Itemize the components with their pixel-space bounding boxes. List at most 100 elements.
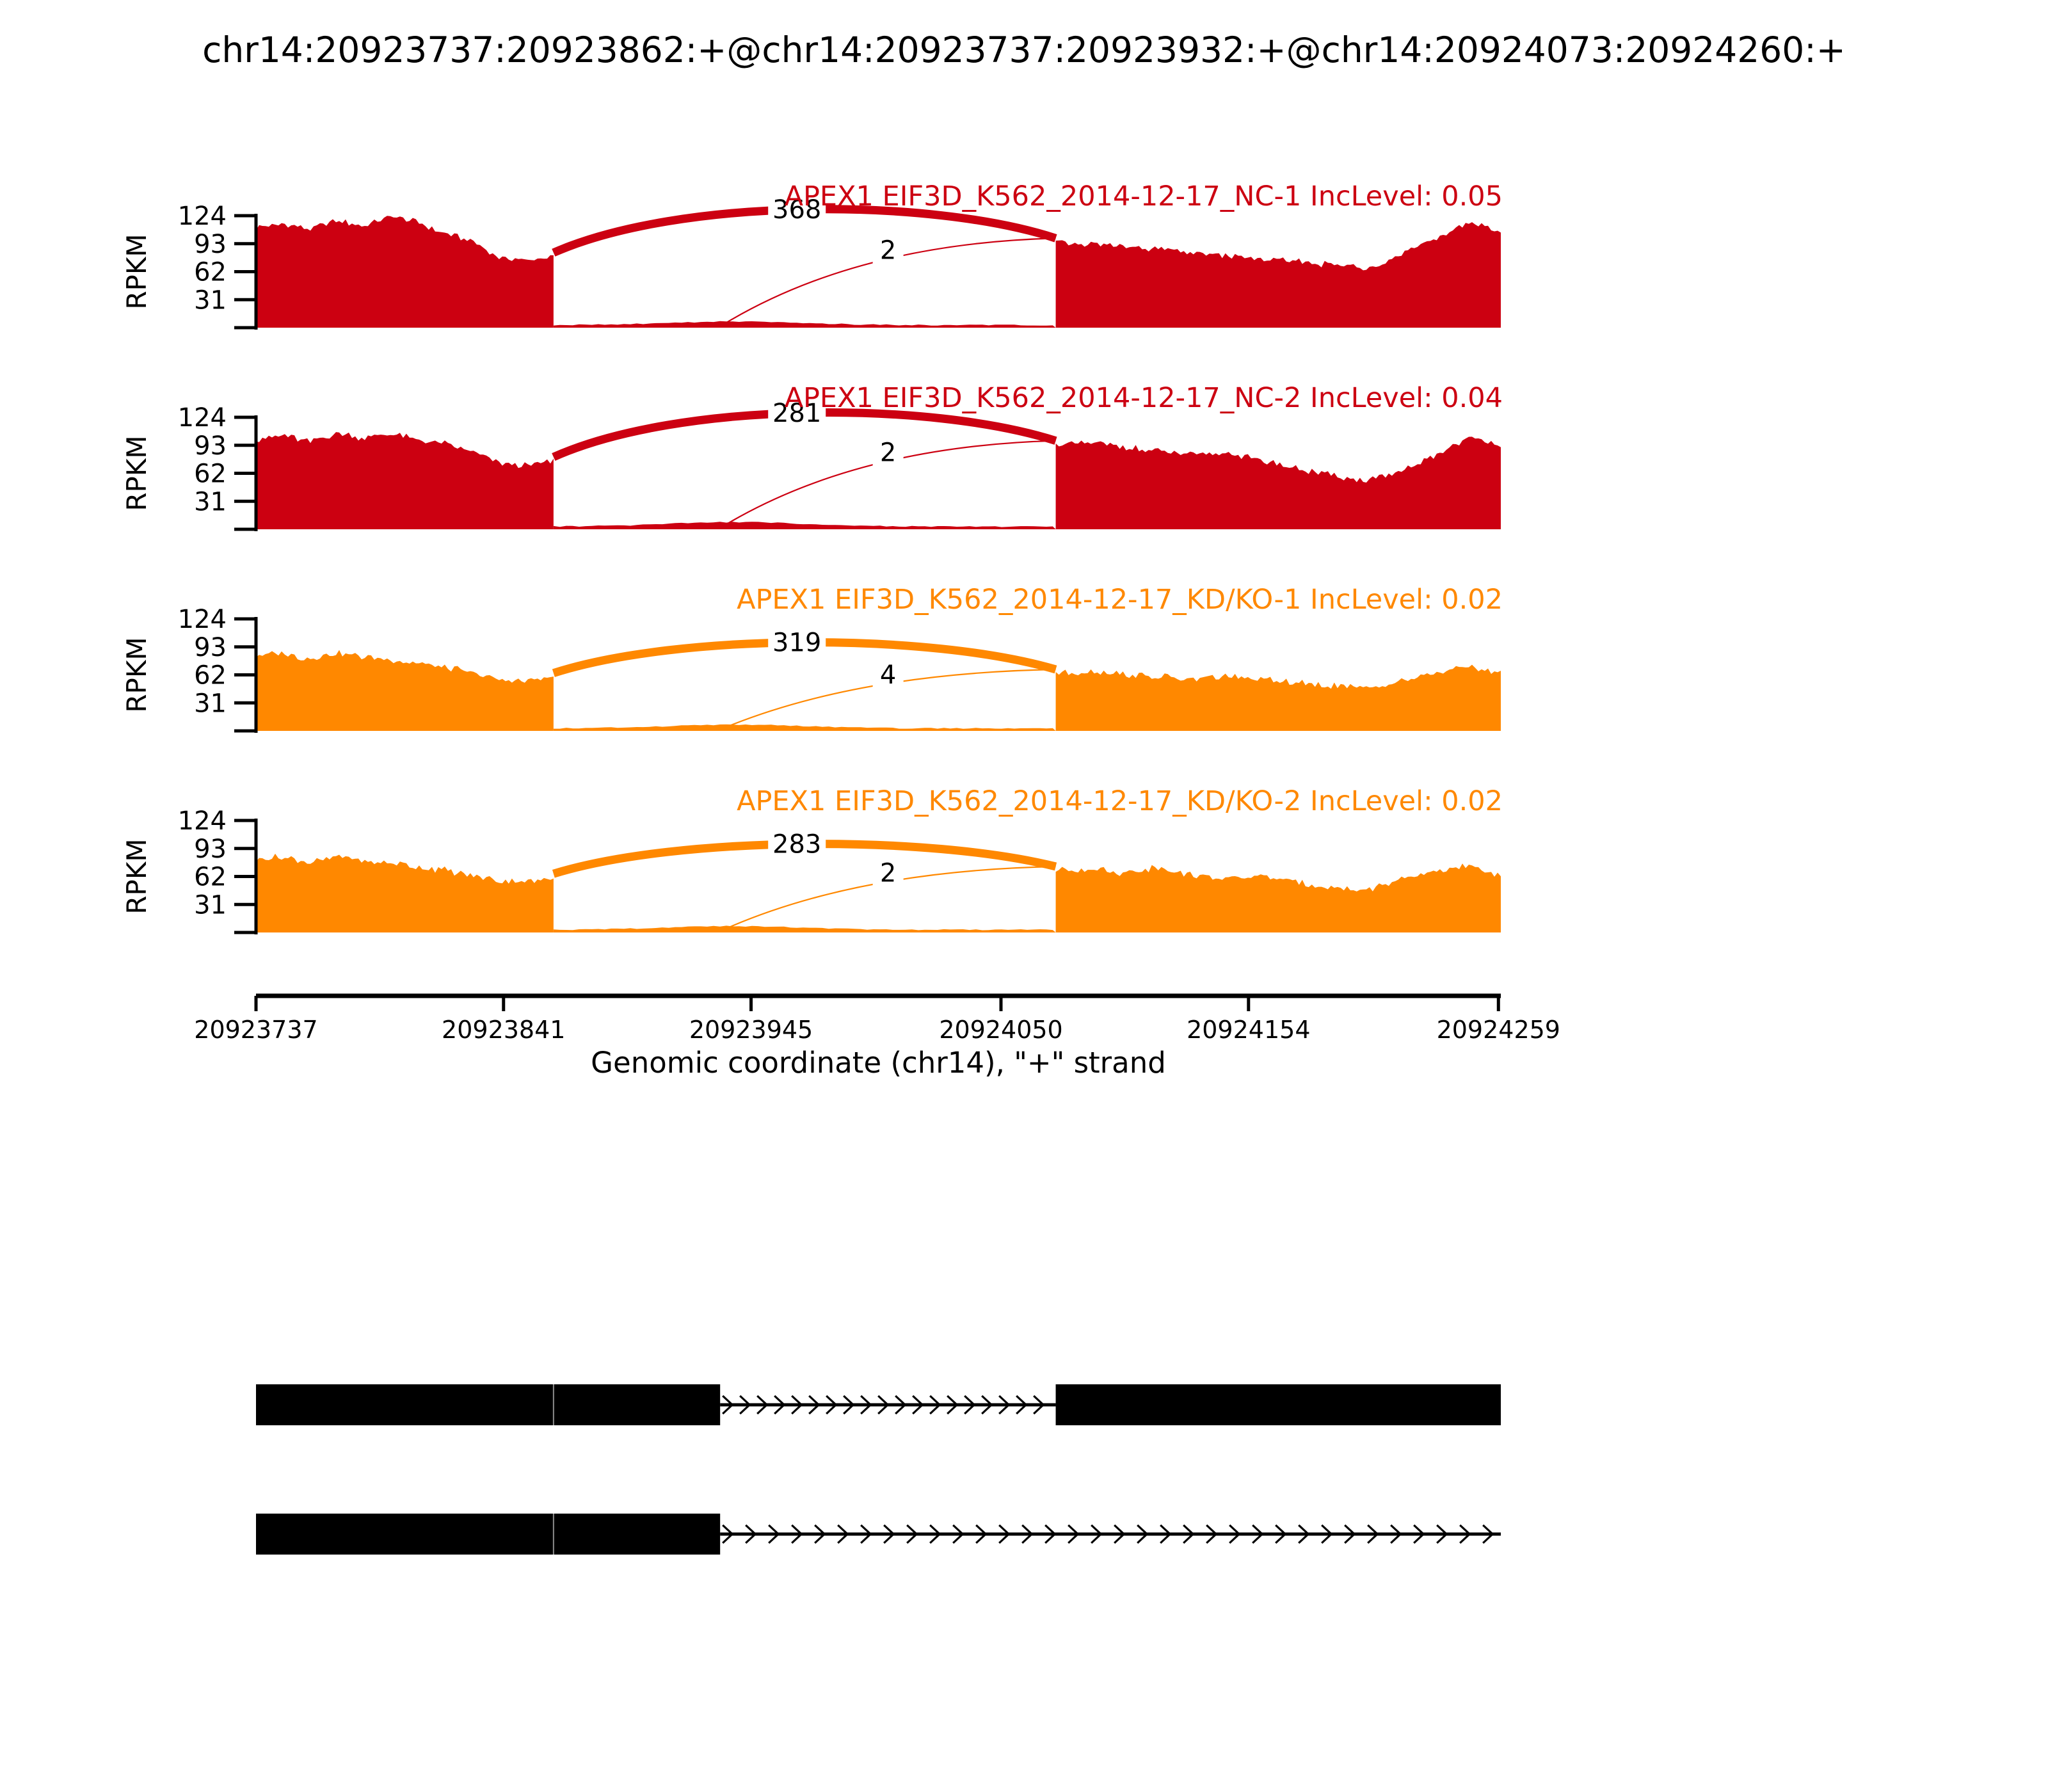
y-tick-label: 31: [194, 487, 227, 516]
x-axis: 20923737 20923841 20923945 20924050 20924154…: [194, 993, 1560, 1044]
coverage-intron-floor: [553, 724, 1056, 731]
track-title: APEX1 EIF3D_K562_2014-12-17_KD/KO-1 IncL…: [737, 584, 1503, 616]
y-tick-label: 124: [178, 403, 227, 433]
y-tick-label: 93: [194, 633, 227, 662]
junction-count-bg: [768, 626, 826, 660]
y-tick-label: 93: [194, 431, 227, 461]
track-title: APEX1 EIF3D_K562_2014-12-17_NC-2 IncLeve…: [785, 382, 1503, 414]
intron-arrow-chevron: [1114, 1524, 1126, 1544]
intron-arrow-chevron: [768, 1524, 780, 1544]
intron-arrow-chevron: [1436, 1524, 1448, 1544]
y-tick-label: 93: [194, 230, 227, 259]
junction-arc-floor: [719, 440, 1056, 529]
intron-arrow-chevron: [912, 1395, 924, 1415]
intron-arrow-chevron: [843, 1395, 855, 1415]
intron-arrow-chevron: [906, 1524, 918, 1544]
junction-arc-floor: [719, 237, 1056, 327]
intron-arrow-chevron: [895, 1395, 907, 1415]
junction-count-bg: [872, 659, 904, 692]
intron-arrow-chevron: [998, 1524, 1011, 1544]
x-tick-label: 20923737: [194, 1016, 317, 1044]
junction-count-bg: [768, 828, 826, 861]
intron-arrow-chevron: [826, 1395, 838, 1415]
gene-model-isoform-1: [256, 1384, 1501, 1425]
intron-arrow-chevron: [756, 1395, 769, 1415]
intron-arrow-chevron: [1367, 1524, 1379, 1544]
exon-box: [1055, 1384, 1501, 1425]
intron-arrow-chevron: [952, 1524, 964, 1544]
intron-arrow-chevron: [722, 1395, 734, 1415]
exon-box: [256, 1384, 721, 1425]
coverage-right-exon: [1055, 222, 1501, 328]
intron-arrow-chevron: [722, 1524, 734, 1544]
intron-arrow-chevron: [877, 1395, 890, 1415]
junction-count-label: 4: [880, 660, 896, 690]
gene-model-isoform-2: [256, 1514, 1501, 1555]
intron-arrow-chevron: [1160, 1524, 1172, 1544]
intron-arrow-chevron: [791, 1395, 803, 1415]
gene-model: [256, 1384, 1501, 1555]
intron-arrow-chevron: [947, 1395, 959, 1415]
intron-arrow-chevron: [1482, 1524, 1494, 1544]
intron-arrow-chevron: [998, 1395, 1011, 1415]
intron-arrow-chevron: [1413, 1524, 1425, 1544]
junction-count-bg: [872, 437, 904, 470]
junction-count-bg: [768, 396, 826, 430]
y-tick-label: 124: [178, 605, 227, 634]
coverage-left-exon: [256, 216, 554, 328]
coverage-intron-floor: [553, 522, 1056, 529]
junction-count-label: 2: [880, 438, 896, 467]
intron-arrow-chevron: [1229, 1524, 1241, 1544]
y-axis-title: RPKM: [121, 838, 152, 914]
y-axis-title: RPKM: [121, 234, 152, 309]
y-tick-label: 62: [194, 863, 227, 892]
intron-arrow-chevron: [1016, 1395, 1028, 1415]
coverage-right-exon: [1055, 436, 1501, 529]
junction-count-bg: [872, 235, 904, 268]
coverage-left-exon: [256, 853, 554, 932]
x-tick-label: 20924259: [1437, 1016, 1560, 1044]
intron-arrow-chevron: [745, 1524, 757, 1544]
y-tick-label: 31: [194, 890, 227, 920]
coverage-intron-floor: [553, 321, 1056, 328]
coverage-intron-floor: [553, 925, 1056, 932]
intron-arrow-chevron: [1044, 1524, 1057, 1544]
intron-arrow-chevron: [814, 1524, 826, 1544]
coverage-left-exon: [256, 432, 554, 529]
y-tick-label: 124: [178, 806, 227, 836]
coverage-right-exon: [1055, 863, 1501, 932]
y-tick-label: 93: [194, 835, 227, 864]
intron-arrow-chevron: [1091, 1524, 1103, 1544]
junction-count-label: 283: [772, 830, 821, 860]
intron-arrow-chevron: [1033, 1395, 1045, 1415]
junction-count-label: 368: [772, 195, 821, 225]
coverage-right-exon: [1055, 664, 1501, 731]
intron-arrow-chevron: [1298, 1524, 1310, 1544]
intron-arrow-chevron: [1137, 1524, 1149, 1544]
exon-box: [256, 1514, 721, 1555]
y-axis-title: RPKM: [121, 435, 152, 511]
y-tick-label: 62: [194, 661, 227, 691]
intron-arrow-chevron: [929, 1395, 941, 1415]
intron-arrow-chevron: [1275, 1524, 1287, 1544]
junction-count-label: 2: [880, 858, 896, 888]
junction-count-label: 281: [772, 399, 821, 428]
intron-arrow-chevron: [929, 1524, 941, 1544]
intron-arrow-chevron: [1252, 1524, 1264, 1544]
figure-title: chr14:20923737:20923862:+@chr14:20923737…: [202, 29, 1846, 70]
y-tick-label: 124: [178, 202, 227, 231]
intron-arrow-chevron: [1459, 1524, 1471, 1544]
junction-count-bg: [872, 858, 904, 890]
intron-arrow-chevron: [1206, 1524, 1218, 1544]
y-axis-title: RPKM: [121, 637, 152, 712]
junction-arc-floor: [719, 668, 1056, 731]
intron-arrow-chevron: [975, 1524, 988, 1544]
y-tick-label: 62: [194, 258, 227, 287]
intron-arrow-chevron: [964, 1395, 976, 1415]
intron-arrow-chevron: [1068, 1524, 1080, 1544]
junction-arc-floor: [719, 865, 1056, 932]
intron-arrow-chevron: [837, 1524, 849, 1544]
